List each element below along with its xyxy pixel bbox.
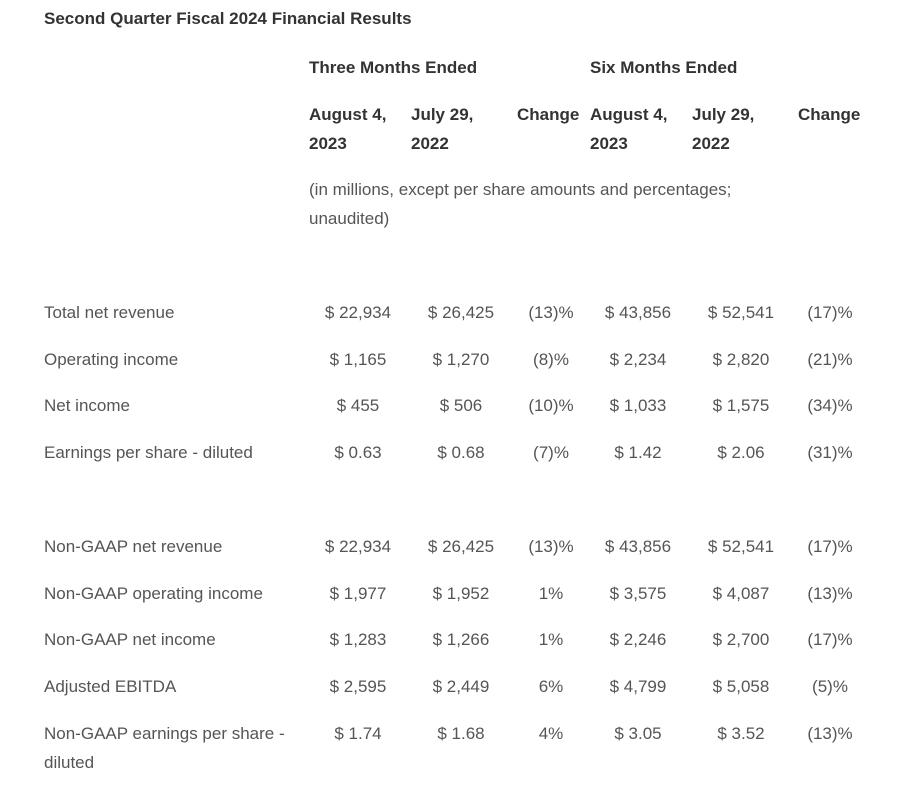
row-label-non-gaap-net-income: Non-GAAP net income (44, 630, 216, 649)
table-cell: $ 43,856 (604, 303, 672, 322)
table-cell: $ 22,934 (324, 303, 392, 322)
header-col5-line2: 2022 (692, 134, 730, 153)
table-cell: $ 2,595 (329, 677, 387, 696)
header-col1: August 4, 2023 (309, 100, 386, 158)
table-cell: (17)% (807, 537, 853, 556)
row-label-line2: diluted (44, 753, 95, 772)
table-cell: $ 1,266 (432, 630, 490, 649)
header-col1-line1: August 4, (309, 105, 387, 124)
table-cell: $ 1,575 (712, 396, 770, 415)
table-cell: $ 2,820 (712, 350, 770, 369)
table-cell: $ 43,856 (604, 537, 672, 556)
header-three-months: Three Months Ended (309, 58, 478, 77)
table-cell: (31)% (807, 443, 853, 462)
header-col4-line1: August 4, (590, 105, 668, 124)
table-cell: (5)% (812, 677, 848, 696)
table-cell: 1% (538, 630, 564, 649)
table-cell: (13)% (528, 537, 574, 556)
table-cell: $ 1.74 (334, 724, 382, 743)
header-col4-line2: 2023 (590, 134, 628, 153)
table-cell: $ 1.42 (614, 443, 662, 462)
table-cell: $ 4,799 (609, 677, 667, 696)
header-col6: Change (798, 105, 861, 124)
table-cell: (13)% (807, 724, 853, 743)
table-cell: $ 4,087 (712, 584, 770, 603)
table-cell: $ 3.52 (717, 724, 765, 743)
row-label-net-income: Net income (44, 396, 130, 415)
header-col4: August 4, 2023 (590, 100, 667, 158)
header-col2: July 29, 2022 (411, 100, 473, 158)
table-cell: $ 1.68 (437, 724, 485, 743)
table-cell: $ 1,977 (329, 584, 387, 603)
table-cell: (21)% (807, 350, 853, 369)
row-label-non-gaap-net-revenue: Non-GAAP net revenue (44, 537, 223, 556)
header-col1-line2: 2023 (309, 134, 347, 153)
table-cell: $ 52,541 (707, 537, 775, 556)
table-cell: $ 455 (336, 396, 380, 415)
table-cell: $ 3.05 (614, 724, 662, 743)
table-cell: $ 2,449 (432, 677, 490, 696)
table-cell: (8)% (533, 350, 569, 369)
table-cell: $ 1,283 (329, 630, 387, 649)
table-cell: $ 2,234 (609, 350, 667, 369)
table-cell: 1% (538, 584, 564, 603)
row-label-non-gaap-eps-diluted: Non-GAAP earnings per share - diluted (44, 719, 285, 777)
table-cell: $ 1,033 (609, 396, 667, 415)
table-cell: (17)% (807, 630, 853, 649)
table-cell: $ 2,700 (712, 630, 770, 649)
table-cell: $ 26,425 (427, 537, 495, 556)
table-cell: $ 5,058 (712, 677, 770, 696)
table-cell: $ 1,270 (432, 350, 490, 369)
row-label-line1: Non-GAAP earnings per share - (44, 724, 285, 743)
table-cell: $ 1,165 (329, 350, 387, 369)
table-cell: (10)% (528, 396, 574, 415)
table-cell: (17)% (807, 303, 853, 322)
header-col2-line1: July 29, (411, 105, 474, 124)
table-cell: (34)% (807, 396, 853, 415)
table-cell: $ 52,541 (707, 303, 775, 322)
table-cell: (13)% (528, 303, 574, 322)
row-label-total-net-revenue: Total net revenue (44, 303, 175, 322)
header-col5: July 29, 2022 (692, 100, 754, 158)
table-cell: $ 2.06 (717, 443, 765, 462)
row-label-non-gaap-operating-income: Non-GAAP operating income (44, 584, 263, 603)
row-label-operating-income: Operating income (44, 350, 179, 369)
table-cell: (13)% (807, 584, 853, 603)
row-label-earnings-per-share-diluted: Earnings per share - diluted (44, 443, 253, 462)
table-cell: $ 3,575 (609, 584, 667, 603)
table-cell: $ 26,425 (427, 303, 495, 322)
table-cell: $ 506 (439, 396, 483, 415)
page-title: Second Quarter Fiscal 2024 Financial Res… (44, 9, 412, 28)
header-col2-line2: 2022 (411, 134, 449, 153)
table-cell: $ 2,246 (609, 630, 667, 649)
header-six-months: Six Months Ended (590, 58, 738, 77)
units-note: (in millions, except per share amounts a… (309, 180, 732, 228)
row-label-adjusted-ebitda: Adjusted EBITDA (44, 677, 177, 696)
header-col5-line1: July 29, (692, 105, 755, 124)
table-cell: 4% (538, 724, 564, 743)
table-cell: $ 0.68 (437, 443, 485, 462)
table-cell: 6% (538, 677, 564, 696)
table-cell: $ 1,952 (432, 584, 490, 603)
table-cell: $ 0.63 (334, 443, 382, 462)
table-cell: (7)% (533, 443, 569, 462)
header-col3: Change (517, 105, 580, 124)
table-cell: $ 22,934 (324, 537, 392, 556)
